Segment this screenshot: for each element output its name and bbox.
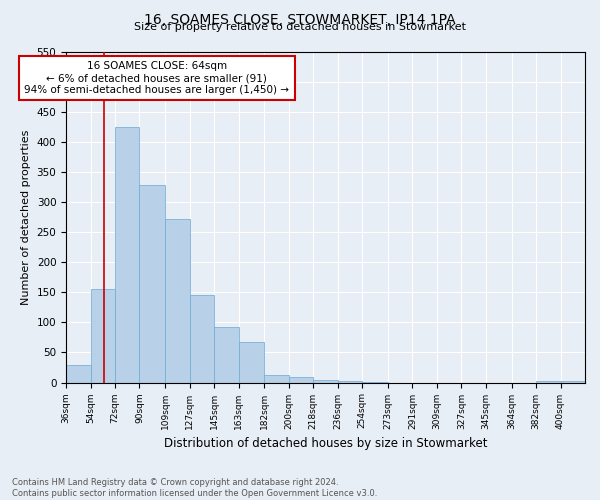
Bar bbox=[115, 126, 139, 382]
Bar bbox=[214, 327, 239, 382]
Text: 16, SOAMES CLOSE, STOWMARKET, IP14 1PA: 16, SOAMES CLOSE, STOWMARKET, IP14 1PA bbox=[144, 12, 456, 26]
Bar bbox=[139, 185, 165, 382]
Text: Contains HM Land Registry data © Crown copyright and database right 2024.
Contai: Contains HM Land Registry data © Crown c… bbox=[12, 478, 377, 498]
Bar bbox=[91, 290, 115, 382]
Text: Size of property relative to detached houses in Stowmarket: Size of property relative to detached ho… bbox=[134, 22, 466, 32]
X-axis label: Distribution of detached houses by size in Stowmarket: Distribution of detached houses by size … bbox=[164, 437, 487, 450]
Bar bbox=[165, 219, 190, 382]
Y-axis label: Number of detached properties: Number of detached properties bbox=[21, 130, 31, 304]
Bar bbox=[289, 376, 313, 382]
Bar bbox=[239, 342, 265, 382]
Bar bbox=[190, 296, 214, 382]
Text: 16 SOAMES CLOSE: 64sqm
← 6% of detached houses are smaller (91)
94% of semi-deta: 16 SOAMES CLOSE: 64sqm ← 6% of detached … bbox=[25, 62, 289, 94]
Bar bbox=[313, 380, 338, 382]
Bar bbox=[265, 374, 289, 382]
Bar bbox=[66, 364, 91, 382]
